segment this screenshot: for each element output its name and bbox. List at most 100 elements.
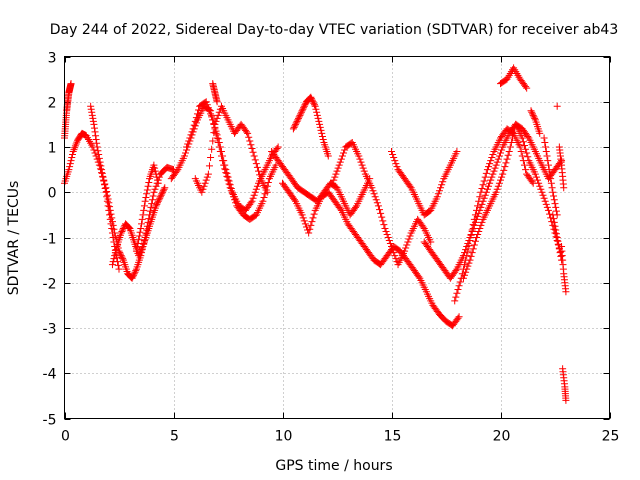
data-point [478, 200, 486, 208]
data-point [209, 116, 217, 124]
data-point [378, 213, 386, 221]
data-point [263, 188, 271, 196]
data-point [107, 210, 115, 218]
data-point [88, 108, 96, 116]
data-point [312, 105, 320, 113]
data-point [478, 218, 486, 226]
data-point [507, 138, 515, 146]
data-point [498, 146, 506, 154]
data-point [146, 207, 154, 215]
data-point [156, 194, 164, 202]
data-point [189, 125, 197, 133]
data-point [550, 225, 558, 233]
x-tick-label: 15 [384, 429, 402, 445]
data-point [391, 252, 399, 260]
data-point [305, 229, 313, 237]
data-point [90, 124, 98, 132]
data-point [213, 114, 221, 122]
data-point [419, 223, 427, 231]
data-point [486, 160, 494, 168]
series-track-k [289, 93, 332, 160]
data-point [510, 129, 518, 137]
data-point [337, 155, 345, 163]
data-point [92, 135, 100, 143]
data-point [529, 111, 537, 119]
data-point [492, 161, 500, 169]
data-point [520, 161, 528, 169]
data-point [530, 113, 538, 121]
data-point [128, 274, 136, 282]
data-point [454, 314, 462, 322]
data-point [461, 271, 469, 279]
data-point [301, 220, 309, 228]
data-point [439, 178, 447, 186]
data-point [524, 153, 532, 161]
data-point [155, 196, 163, 204]
data-point [478, 184, 486, 192]
data-point [341, 146, 349, 154]
data-point [562, 396, 570, 404]
series-track-o [420, 120, 566, 282]
data-point [433, 193, 441, 201]
data-point [536, 129, 544, 137]
data-point [141, 197, 149, 205]
data-point [198, 188, 206, 196]
data-point [465, 242, 473, 250]
data-point [273, 145, 281, 153]
data-point [93, 143, 101, 151]
data-point [161, 184, 169, 192]
series-track-x [559, 365, 570, 404]
data-point [452, 293, 460, 301]
data-point [494, 155, 502, 163]
data-point [471, 211, 479, 219]
data-point [540, 134, 548, 142]
data-point [468, 249, 476, 257]
data-point [388, 148, 395, 156]
data-point [383, 230, 391, 238]
data-point [148, 200, 156, 208]
data-point [152, 170, 160, 178]
data-point [535, 179, 543, 187]
data-point [103, 193, 111, 201]
data-point [381, 224, 389, 232]
data-point [498, 173, 506, 181]
data-point [110, 255, 118, 263]
data-point [336, 205, 344, 213]
data-point [516, 143, 524, 151]
data-point [455, 282, 463, 290]
data-point [300, 217, 308, 225]
data-point [358, 161, 366, 169]
data-point [463, 265, 471, 273]
data-point [103, 197, 111, 205]
data-point [67, 157, 75, 165]
data-point [130, 270, 138, 278]
data-point [547, 179, 555, 187]
data-point [550, 192, 558, 200]
x-tick-label: 0 [61, 429, 70, 445]
data-point [309, 98, 317, 106]
data-point [91, 128, 99, 136]
data-point [117, 252, 125, 260]
data-point [485, 182, 493, 190]
data-point [202, 98, 210, 106]
data-point [193, 110, 201, 118]
data-point [313, 108, 321, 116]
x-tick-label: 5 [170, 429, 179, 445]
data-point [316, 123, 324, 131]
series-track-r [497, 64, 531, 92]
data-point [251, 188, 259, 196]
data-point [504, 151, 512, 159]
data-point [403, 241, 411, 249]
data-point [90, 146, 98, 154]
data-point [438, 181, 446, 189]
data-point [534, 176, 542, 184]
data-point [252, 185, 260, 193]
data-point [294, 114, 302, 122]
data-point [310, 210, 318, 218]
data-point [138, 215, 146, 223]
data-point [523, 149, 531, 157]
data-point [220, 157, 228, 165]
data-point [87, 102, 95, 110]
data-point [248, 145, 256, 153]
y-tick-label: -1 [43, 232, 57, 248]
